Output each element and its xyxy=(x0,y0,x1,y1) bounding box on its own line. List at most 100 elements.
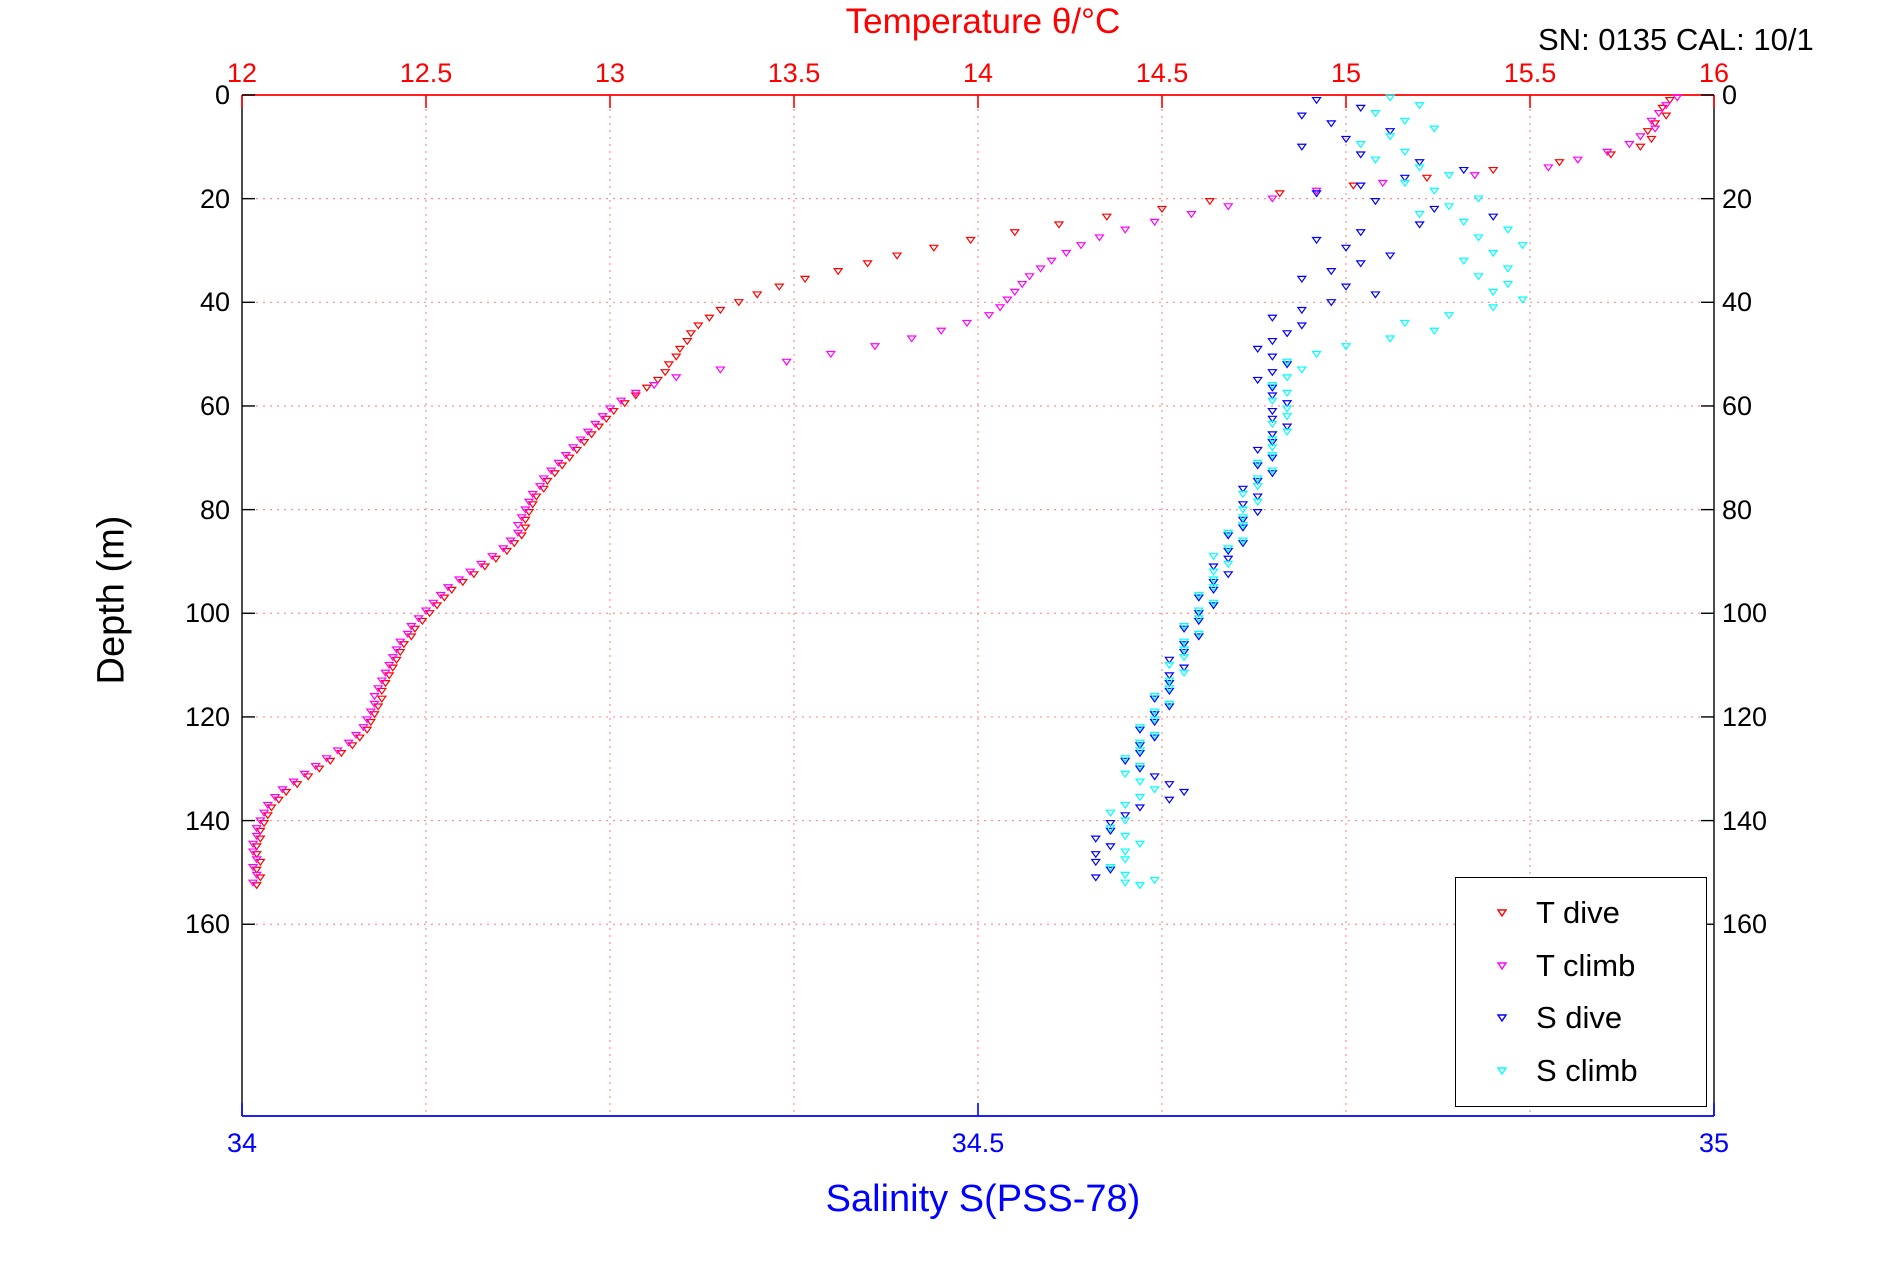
data-marker xyxy=(1653,109,1664,118)
data-marker xyxy=(1120,856,1131,864)
data-marker xyxy=(258,809,270,817)
data-marker xyxy=(1061,249,1072,258)
data-marker xyxy=(1237,516,1249,525)
data-marker xyxy=(1120,817,1131,825)
data-marker xyxy=(597,413,608,421)
data-marker xyxy=(1649,120,1661,128)
top-axis-tick-label: 15.5 xyxy=(1503,58,1557,88)
data-marker xyxy=(1149,773,1160,781)
data-marker xyxy=(420,607,432,615)
data-marker xyxy=(781,358,792,366)
data-marker xyxy=(1223,560,1234,569)
data-marker xyxy=(1105,827,1116,835)
data-marker xyxy=(1296,366,1308,374)
data-marker xyxy=(1473,195,1484,203)
data-marker xyxy=(417,617,428,626)
data-marker xyxy=(1267,431,1278,439)
data-marker xyxy=(1602,148,1613,157)
data-marker xyxy=(1384,128,1396,136)
data-marker xyxy=(994,304,1006,312)
right-axis-tick-label: 160 xyxy=(1722,909,1768,940)
data-marker xyxy=(512,529,524,537)
data-marker xyxy=(1252,477,1263,486)
data-marker xyxy=(1134,804,1146,812)
data-marker xyxy=(1149,692,1160,701)
right-axis-tick-label: 60 xyxy=(1722,390,1753,421)
data-marker xyxy=(391,646,402,654)
data-marker xyxy=(1252,459,1263,468)
data-marker xyxy=(1156,205,1168,214)
data-marker xyxy=(1002,296,1013,304)
data-marker xyxy=(255,835,266,843)
x-axis-label-salinity: Salinity S(PSS-78) xyxy=(825,1178,1141,1220)
data-marker xyxy=(1178,788,1190,797)
data-marker xyxy=(1267,444,1278,452)
data-marker xyxy=(1267,382,1278,390)
data-marker xyxy=(314,765,325,773)
data-marker xyxy=(630,392,641,400)
data-marker xyxy=(1223,547,1234,556)
data-marker xyxy=(251,832,262,841)
data-marker xyxy=(983,312,995,320)
data-marker xyxy=(1208,584,1219,592)
data-marker xyxy=(380,680,391,688)
data-marker xyxy=(1178,669,1190,677)
data-marker xyxy=(1193,630,1204,639)
top-axis-tick-label: 15 xyxy=(1330,58,1362,88)
data-marker xyxy=(292,781,303,789)
data-marker xyxy=(1120,832,1131,841)
data-marker xyxy=(1164,677,1175,685)
data-marker xyxy=(1267,415,1278,423)
data-marker xyxy=(288,778,299,786)
data-marker xyxy=(1164,796,1175,804)
data-marker xyxy=(1267,392,1278,400)
data-marker xyxy=(446,586,457,594)
data-marker xyxy=(251,871,262,880)
data-marker xyxy=(520,524,531,532)
top-axis-tick-label: 16 xyxy=(1698,58,1730,88)
data-marker xyxy=(247,864,259,872)
data-marker xyxy=(1134,840,1146,848)
data-marker xyxy=(332,747,343,755)
data-marker xyxy=(487,553,498,561)
legend-label: T dive xyxy=(1536,894,1620,930)
data-marker xyxy=(1149,708,1160,716)
data-marker xyxy=(1488,249,1499,258)
data-marker xyxy=(1370,291,1381,299)
data-marker xyxy=(1105,819,1116,828)
data-marker xyxy=(347,742,358,750)
data-marker xyxy=(1178,638,1190,646)
data-marker xyxy=(1193,607,1204,615)
data-marker xyxy=(1164,781,1175,789)
right-axis-tick-label: 120 xyxy=(1722,701,1768,732)
data-marker xyxy=(1223,203,1234,211)
bottom-axis-tick-label: 35 xyxy=(1698,1128,1730,1158)
data-marker xyxy=(663,361,675,369)
data-marker xyxy=(579,439,590,447)
data-marker xyxy=(251,882,262,890)
data-marker xyxy=(1326,120,1337,128)
data-marker xyxy=(1473,234,1484,242)
data-marker xyxy=(247,879,259,887)
data-marker xyxy=(1267,454,1278,462)
data-marker xyxy=(1502,226,1514,234)
right-axis-tick-label: 100 xyxy=(1722,598,1768,629)
data-marker xyxy=(1458,166,1469,175)
data-marker xyxy=(398,641,410,649)
data-marker xyxy=(1208,578,1219,587)
data-marker xyxy=(1370,198,1381,206)
data-marker xyxy=(512,521,524,530)
data-marker xyxy=(273,796,284,804)
data-marker xyxy=(1267,314,1278,322)
left-axis-tick-label: 60 xyxy=(199,390,230,421)
data-marker xyxy=(1296,306,1308,315)
s_dive-marker-icon xyxy=(1496,1014,1508,1023)
data-marker xyxy=(1296,322,1308,330)
data-marker xyxy=(439,594,450,602)
left-axis-tick-label: 160 xyxy=(184,909,230,940)
data-marker xyxy=(1399,148,1411,157)
data-marker xyxy=(1237,524,1249,532)
data-marker xyxy=(1134,778,1146,786)
data-marker xyxy=(928,244,940,252)
data-marker xyxy=(1414,164,1425,172)
